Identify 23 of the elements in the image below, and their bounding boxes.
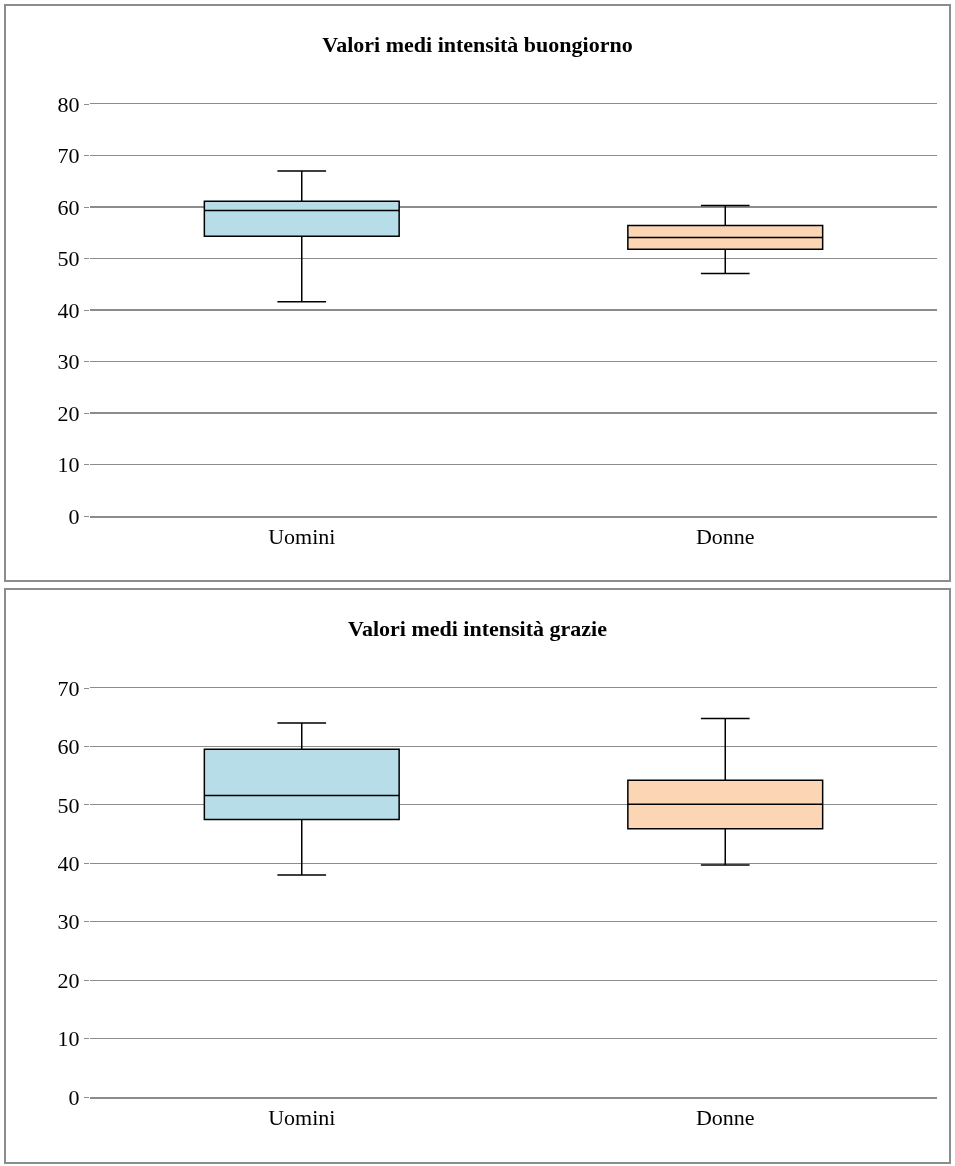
y-tick-label: 60 xyxy=(57,734,80,760)
y-tick-label: 10 xyxy=(57,452,80,478)
y-tick-label: 30 xyxy=(57,349,80,375)
y-tick-label: 10 xyxy=(57,1026,80,1052)
x-tick-label: Uomini xyxy=(268,523,336,549)
y-tick-label: 50 xyxy=(57,246,80,272)
y-tick-label: 30 xyxy=(57,909,80,935)
y-tick-label: 40 xyxy=(57,297,80,323)
y-tick-label: 20 xyxy=(57,967,80,993)
x-tick-label: Donne xyxy=(695,1104,755,1130)
y-tick-label: 70 xyxy=(57,675,80,701)
y-tick-label: 50 xyxy=(57,792,80,818)
y-tick-label: 0 xyxy=(68,1084,80,1110)
chart-title: Valori medi intensità grazie xyxy=(348,615,608,641)
chart-title: Valori medi intensità buongiorno xyxy=(322,31,633,57)
y-tick-label: 80 xyxy=(57,91,80,117)
x-tick-label: Uomini xyxy=(268,1104,336,1130)
y-tick-label: 70 xyxy=(57,143,80,169)
y-tick-label: 0 xyxy=(68,503,80,529)
y-tick-label: 20 xyxy=(57,400,80,426)
x-tick-label: Donne xyxy=(695,523,755,549)
y-tick-label: 40 xyxy=(57,850,80,876)
y-tick-label: 60 xyxy=(57,194,80,220)
